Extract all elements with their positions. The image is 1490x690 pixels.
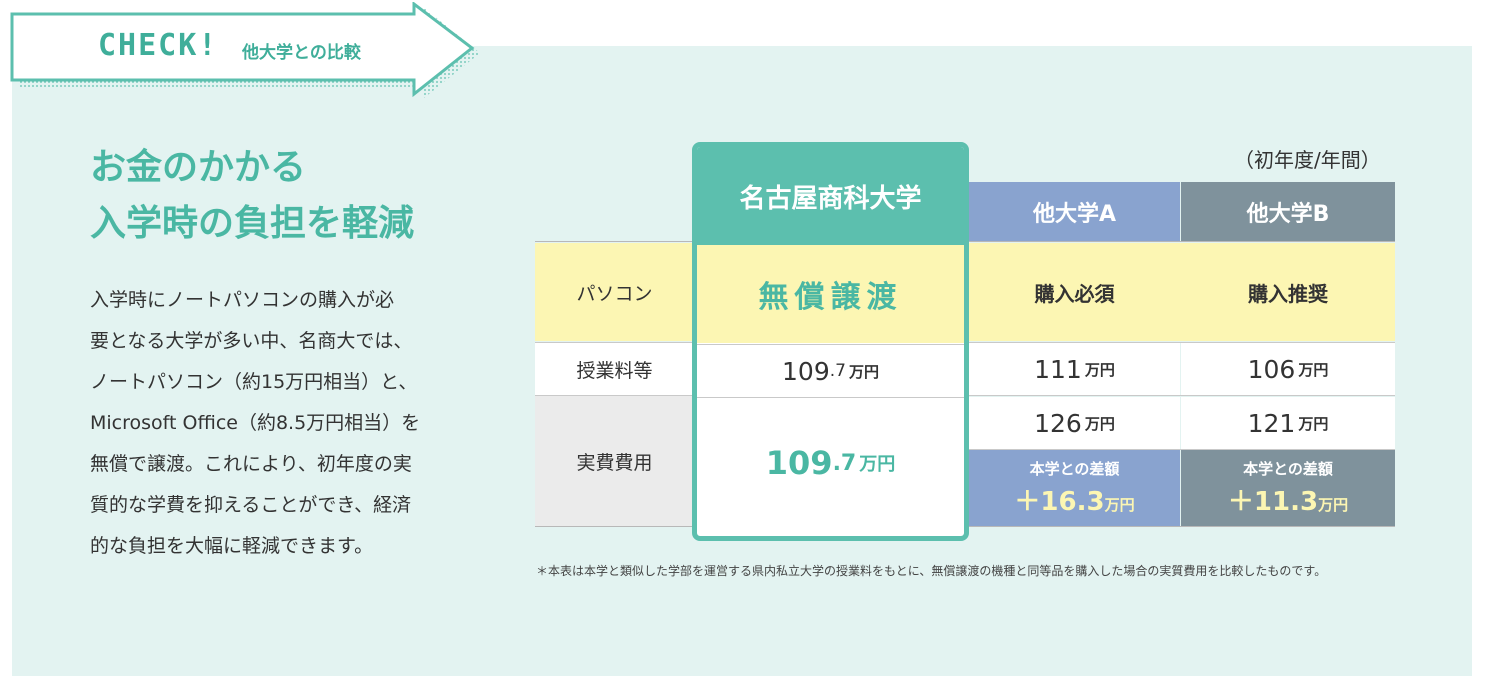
description-line: 的な負担を大幅に軽減できます。: [90, 535, 374, 557]
unit-note: （初年度/年間）: [1234, 148, 1381, 172]
headline: お金のかかる 入学時の負担を軽減: [90, 140, 414, 252]
uni-a-real-unit: 万円: [1084, 414, 1115, 433]
check-banner: CHECK! 他大学との比較: [10, 2, 480, 98]
table-divider: [969, 449, 1395, 450]
uni-a-diff-value: ＋16.3: [1014, 487, 1105, 517]
column-divider: [697, 397, 964, 398]
description-line: 質的な学費を抑えることができ、経済: [90, 494, 412, 516]
main-real-value: 109: [765, 444, 833, 482]
description: 入学時にノートパソコンの購入が必 要となる大学が多い中、名商大では、 ノートパソ…: [90, 280, 490, 567]
row-label-fee: 授業料等: [535, 343, 694, 395]
uni-b-diff-unit: 万円: [1318, 496, 1349, 514]
uni-a-fee: 111 万円: [969, 343, 1180, 395]
main-fee: 109.7 万円: [697, 345, 964, 397]
row-label-pc: パソコン: [576, 282, 653, 305]
uni-a-diff-unit: 万円: [1104, 496, 1135, 514]
description-line: ノートパソコン（約15万円相当）と、: [90, 371, 418, 393]
main-university-column: 名古屋商科大学 無償譲渡 109.7 万円 109.7 万円: [692, 142, 969, 541]
footnote: ＊本表は本学と類似した学部を運営する県内私立大学の授業料をもとに、無償譲渡の機種…: [536, 564, 1327, 578]
description-line: 入学時にノートパソコンの購入が必: [90, 289, 395, 311]
description-line: 要となる大学が多い中、名商大では、: [90, 330, 413, 352]
main-real: 109.7 万円: [697, 398, 964, 528]
uni-a-real: 126 万円: [969, 397, 1180, 449]
uni-b-diff: 本学との差額 ＋11.3万円: [1181, 450, 1395, 526]
uni-b-real: 121 万円: [1181, 397, 1395, 449]
row-label-real: 実費費用: [535, 396, 694, 526]
uni-a-fee-unit: 万円: [1084, 360, 1115, 379]
uni-b-diff-value: ＋11.3: [1227, 487, 1319, 517]
uni-b-real-unit: 万円: [1298, 414, 1329, 433]
uni-a-diff: 本学との差額 ＋16.3万円: [969, 450, 1180, 526]
uni-a-real-value: 126: [1034, 408, 1082, 438]
main-fee-value: 109: [782, 356, 830, 386]
main-pc: 無償譲渡: [697, 245, 964, 343]
header-main-university: 名古屋商科大学: [697, 147, 964, 245]
description-line: Microsoft Office（約8.5万円相当）を: [90, 412, 421, 434]
main-fee-unit: 万円: [848, 362, 879, 381]
main-real-decimal: .7: [832, 450, 857, 476]
arrow-banner-shape: [10, 2, 480, 98]
uni-b-pc: 購入推奨: [1248, 281, 1328, 306]
uni-b-fee-unit: 万円: [1298, 360, 1329, 379]
uni-b-fee-value: 106: [1247, 354, 1296, 384]
headline-line-1: お金のかかる: [90, 147, 307, 188]
uni-a-pc: 購入必須: [1034, 281, 1115, 306]
headline-line-2: 入学時の負担を軽減: [90, 203, 415, 244]
main-fee-decimal: .7: [829, 361, 846, 381]
uni-b-real-value: 121: [1247, 408, 1296, 438]
column-divider: [697, 344, 964, 345]
uni-a-fee-value: 111: [1034, 354, 1082, 384]
uni-a-diff-label: 本学との差額: [1029, 460, 1120, 478]
check-label: CHECK!: [98, 28, 219, 63]
uni-b-fee: 106 万円: [1181, 343, 1395, 395]
uni-b-diff-label: 本学との差額: [1243, 460, 1333, 478]
main-real-unit: 万円: [859, 454, 896, 475]
banner-subtitle: 他大学との比較: [242, 43, 361, 63]
description-line: 無償で譲渡。これにより、初年度の実: [90, 453, 412, 475]
header-uni-a: 他大学A: [969, 182, 1180, 242]
header-uni-b: 他大学B: [1181, 182, 1395, 242]
